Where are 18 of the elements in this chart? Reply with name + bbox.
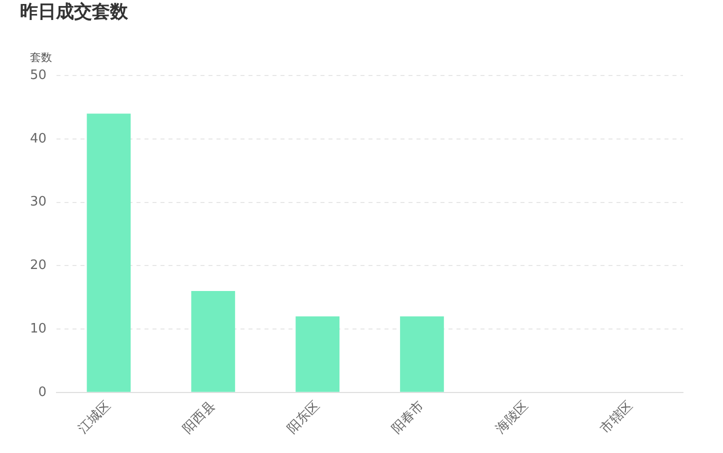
x-tick-label: 海陵区 (493, 398, 532, 437)
y-tick-label: 10 (30, 321, 47, 336)
bar (400, 316, 444, 392)
bar (296, 316, 340, 392)
y-tick-label: 20 (30, 258, 47, 274)
bar (86, 114, 131, 392)
x-tick-label: 江城区 (76, 398, 114, 437)
y-tick-label: 50 (30, 68, 47, 83)
chart-title: 昨日成交套数 (20, 1, 129, 22)
y-tick-label: 30 (30, 194, 47, 210)
x-tick-label: 阳春市 (389, 398, 428, 437)
bar (191, 291, 236, 392)
y-tick-label: 40 (30, 131, 47, 146)
y-axis-title: 套数 (30, 50, 52, 64)
x-tick-label: 阳东区 (284, 398, 323, 437)
x-tick-label: 阳西县 (180, 398, 218, 437)
y-tick-label: 0 (38, 384, 47, 400)
x-tick-label: 市辖区 (598, 398, 636, 437)
